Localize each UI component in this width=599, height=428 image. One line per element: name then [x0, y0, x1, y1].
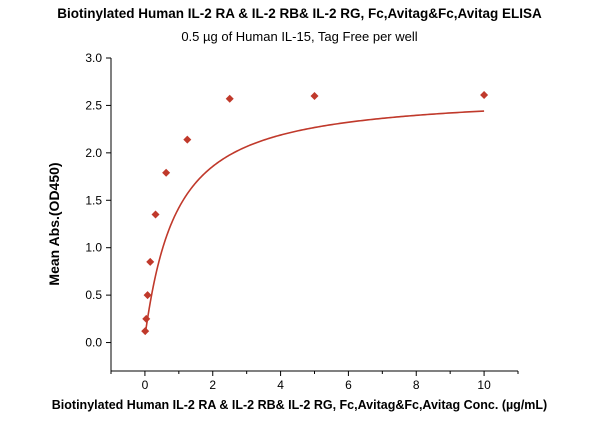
x-tick-label: 10 [477, 378, 491, 392]
y-tick-label: 2.5 [85, 98, 102, 112]
y-tick-label: 1.5 [85, 193, 102, 207]
chart-title: Biotinylated Human IL-2 RA & IL-2 RB& IL… [57, 6, 542, 21]
x-tick-label: 0 [142, 378, 149, 392]
data-point [151, 210, 160, 219]
chart-subtitle: 0.5 µg of Human IL-15, Tag Free per well [181, 29, 418, 44]
data-point [143, 291, 152, 300]
data-point [310, 91, 319, 100]
y-tick-label: 0.5 [85, 288, 102, 302]
x-axis-label: Biotinylated Human IL-2 RA & IL-2 RB& IL… [51, 398, 548, 412]
x-tick-label: 6 [345, 378, 352, 392]
data-point [142, 314, 151, 323]
x-tick-label: 2 [209, 378, 216, 392]
fit-curve [144, 110, 485, 335]
data-point [183, 135, 192, 144]
data-point [141, 327, 150, 336]
y-tick-label: 0.0 [85, 336, 102, 350]
data-point [146, 257, 155, 266]
data-point [225, 94, 234, 103]
data-point [162, 168, 171, 177]
x-tick-label: 4 [277, 378, 284, 392]
y-tick-label: 1.0 [85, 241, 102, 255]
x-tick-label: 8 [413, 378, 420, 392]
y-tick-label: 3.0 [85, 51, 102, 65]
y-tick-label: 2.0 [85, 146, 102, 160]
data-point [480, 90, 489, 99]
